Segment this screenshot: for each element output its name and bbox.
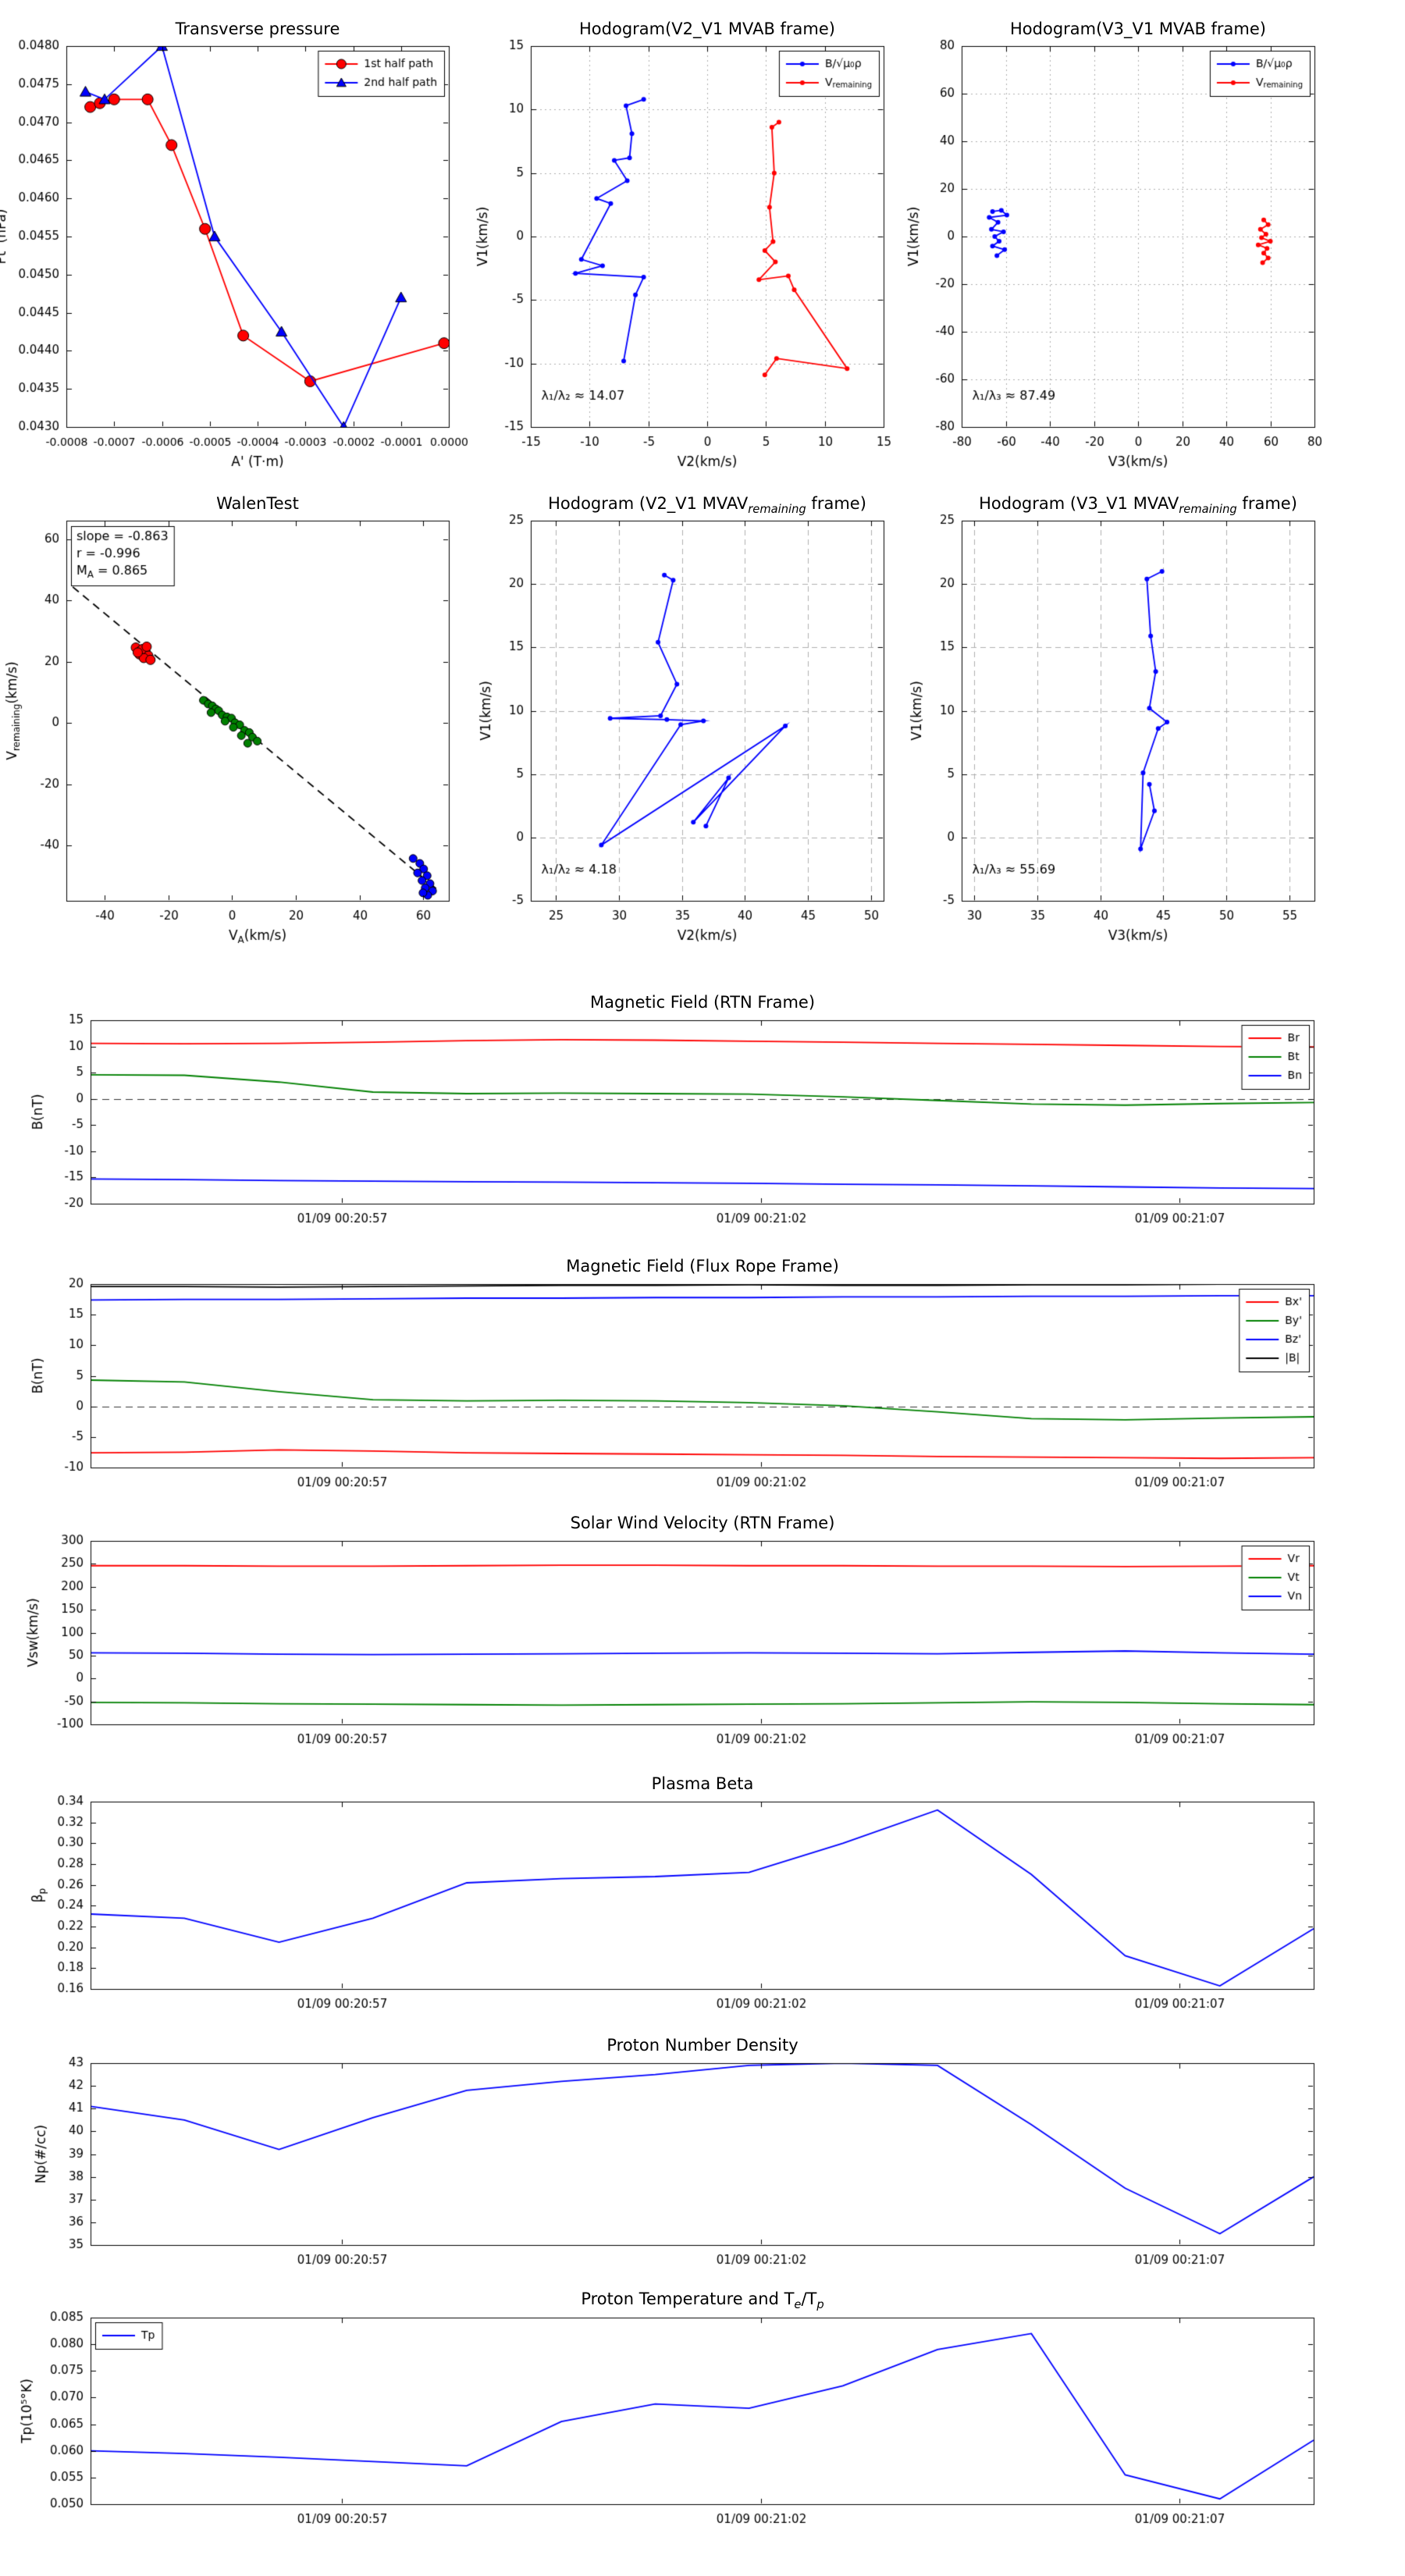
chart-title-magnetic-field-rtn: Magnetic Field (RTN Frame) (589, 993, 816, 1012)
chart-title-plasma-beta: Plasma Beta (651, 1774, 754, 1793)
chart-title-hodogram-v3v1-mvav: Hodogram (V3_V1 MVAVremaining frame) (979, 494, 1297, 517)
chart-title-hodogram-v2v1-mvab: Hodogram(V2_V1 MVAB frame) (579, 20, 835, 38)
chart-title-magnetic-field-fluxrope: Magnetic Field (Flux Rope Frame) (566, 1257, 839, 1276)
chart-title-transverse-pressure: Transverse pressure (175, 20, 340, 38)
chart-title-hodogram-v2v1-mvav: Hodogram (V2_V1 MVAVremaining frame) (548, 494, 866, 517)
chart-title-proton-temperature: Proton Temperature and Te/Tp (581, 2290, 824, 2312)
chart-title-walen-test: WalenTest (216, 494, 299, 513)
chart-title-proton-density: Proton Number Density (606, 2036, 799, 2055)
chart-title-solar-wind-velocity: Solar Wind Velocity (RTN Frame) (570, 1514, 835, 1532)
chart-title-hodogram-v3v1-mvab: Hodogram(V3_V1 MVAB frame) (1010, 20, 1266, 38)
